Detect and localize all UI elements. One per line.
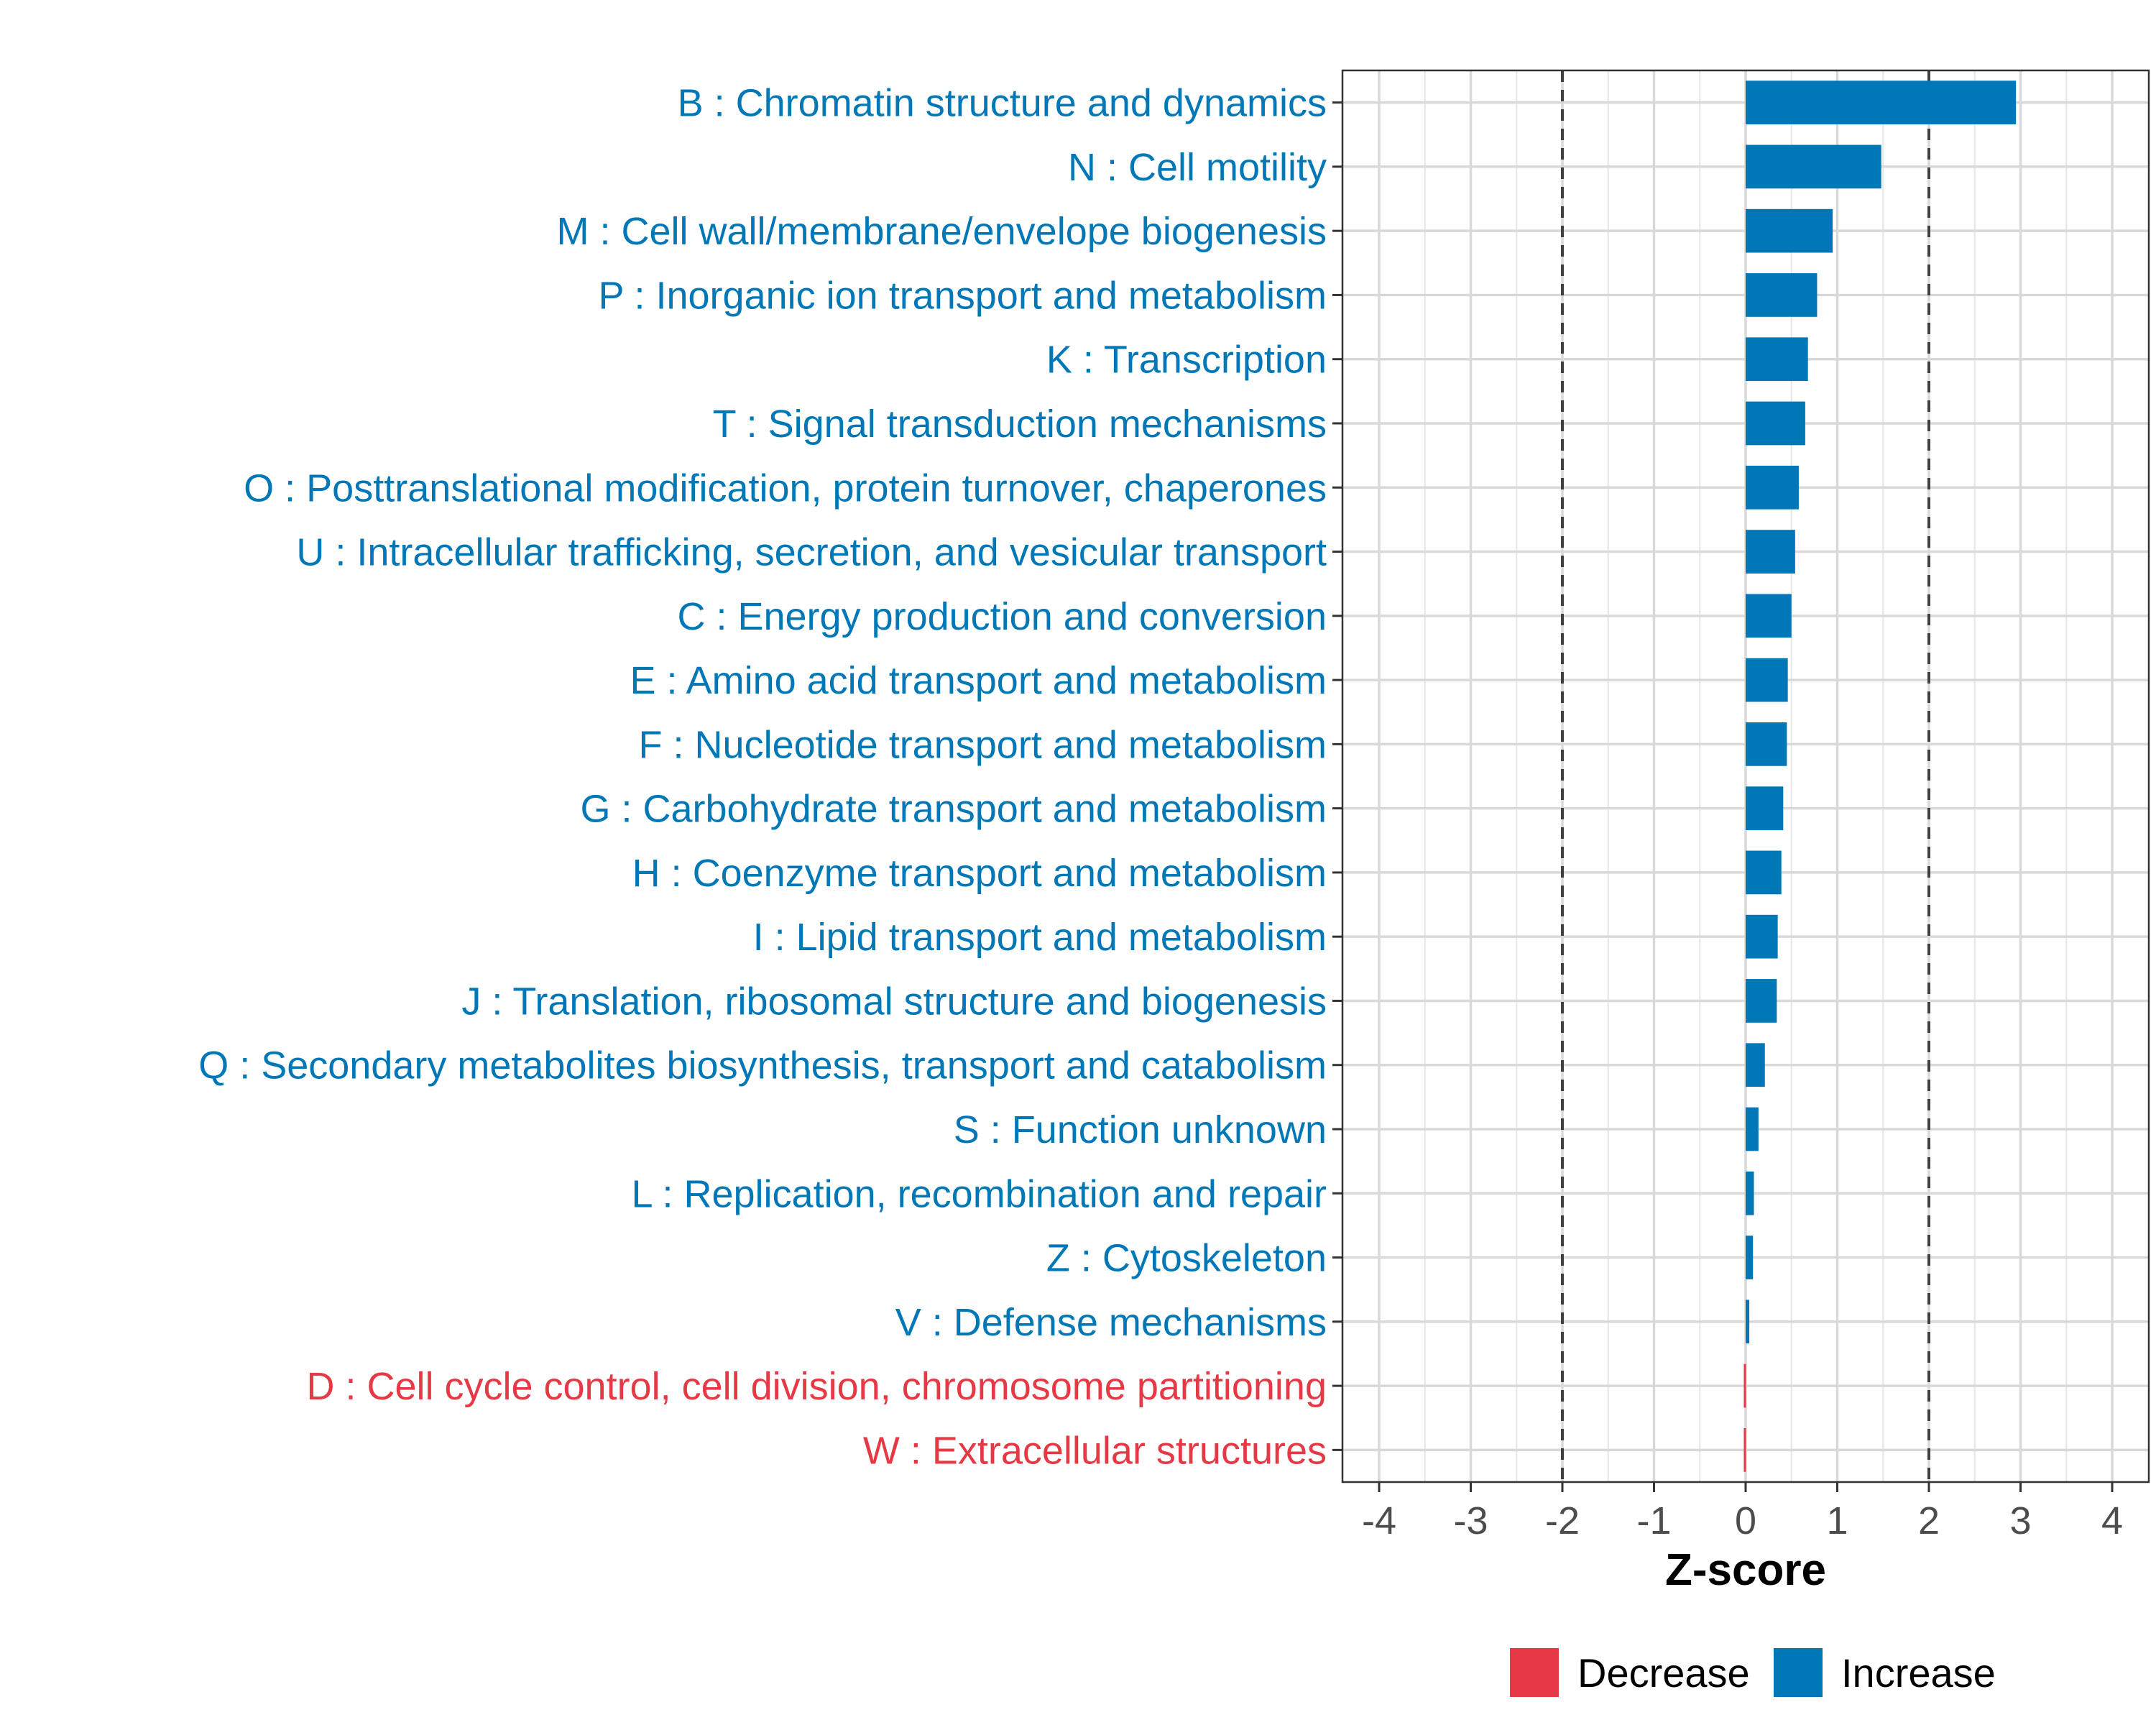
bar — [1743, 1363, 1746, 1408]
y-tick-label: J : Translation, ribosomal structure and… — [461, 980, 1327, 1023]
legend-key-increase — [1774, 1648, 1823, 1697]
y-tick-label: B : Chromatin structure and dynamics — [678, 82, 1327, 125]
legend-key-decrease — [1510, 1648, 1559, 1697]
x-axis-title: Z-score — [1665, 1545, 1826, 1595]
y-tick-label: T : Signal transduction mechanisms — [713, 402, 1327, 446]
bar — [1746, 465, 1799, 510]
bar — [1746, 1300, 1750, 1344]
x-tick-label: -2 — [1545, 1499, 1580, 1542]
x-tick-label: 0 — [1735, 1499, 1756, 1542]
y-tick-label: Q : Secondary metabolites biosynthesis, … — [198, 1044, 1327, 1087]
threshold-lines — [1561, 70, 1930, 1482]
x-tick-label: -1 — [1636, 1499, 1671, 1542]
y-tick-label: L : Replication, recombination and repai… — [631, 1172, 1327, 1215]
y-axis-labels: B : Chromatin structure and dynamics N : … — [198, 82, 1327, 1473]
bar — [1743, 1428, 1746, 1472]
bar — [1746, 144, 1881, 189]
x-tick-label: 3 — [2009, 1499, 2031, 1542]
legend: Decrease Increase — [1510, 1648, 1996, 1697]
x-tick-label: 2 — [1918, 1499, 1940, 1542]
bar — [1746, 1107, 1759, 1151]
y-tick-label: M : Cell wall/membrane/envelope biogenes… — [556, 210, 1327, 253]
x-tick-label: 4 — [2101, 1499, 2123, 1542]
bar — [1746, 80, 2017, 124]
bar — [1746, 594, 1792, 638]
y-tick-label: I : Lipid transport and metabolism — [753, 916, 1327, 959]
x-axis-tick-labels: -4 -3 -2 -1 0 1 2 3 4 — [1362, 1499, 2123, 1542]
y-tick-label: G : Carbohydrate transport and metabolis… — [581, 788, 1327, 831]
bar — [1746, 530, 1795, 574]
bar — [1746, 722, 1787, 766]
y-tick-label: H : Coenzyme transport and metabolism — [632, 852, 1327, 895]
y-tick-label: F : Nucleotide transport and metabolism — [639, 723, 1327, 766]
y-tick-label: D : Cell cycle control, cell division, c… — [306, 1365, 1327, 1408]
bar — [1746, 786, 1784, 830]
bar — [1746, 401, 1805, 446]
bar — [1746, 1236, 1754, 1279]
x-tick-label: -4 — [1362, 1499, 1396, 1542]
legend-label-decrease: Decrease — [1577, 1650, 1750, 1696]
y-tick-label: P : Inorganic ion transport and metaboli… — [598, 274, 1327, 317]
bar — [1746, 208, 1833, 253]
bar — [1746, 337, 1808, 382]
bar — [1746, 1043, 1765, 1087]
bars — [1743, 80, 2017, 1472]
bar — [1746, 273, 1818, 317]
y-tick-label: O : Posttranslational modification, prot… — [244, 466, 1327, 510]
bar — [1746, 658, 1788, 702]
bar — [1746, 1171, 1754, 1215]
bar — [1746, 850, 1782, 895]
y-tick-label: W : Extracellular structures — [863, 1429, 1327, 1472]
y-tick-label: C : Energy production and conversion — [677, 595, 1327, 638]
y-tick-label: N : Cell motility — [1068, 146, 1327, 189]
y-tick-label: S : Function unknown — [954, 1108, 1327, 1151]
x-tick-label: -3 — [1453, 1499, 1488, 1542]
bar — [1746, 979, 1777, 1023]
y-tick-label: Z : Cytoskeleton — [1046, 1237, 1327, 1280]
y-tick-label: E : Amino acid transport and metabolism — [630, 659, 1327, 702]
y-tick-label: K : Transcription — [1046, 339, 1327, 382]
x-tick-label: 1 — [1826, 1499, 1848, 1542]
legend-label-increase: Increase — [1841, 1650, 1996, 1696]
x-axis-ticks — [1378, 1482, 2114, 1492]
bar — [1746, 914, 1778, 959]
y-tick-label: U : Intracellular trafficking, secretion… — [296, 531, 1327, 574]
y-axis-ticks — [1332, 101, 1342, 1451]
y-tick-label: V : Defense mechanisms — [895, 1301, 1327, 1344]
